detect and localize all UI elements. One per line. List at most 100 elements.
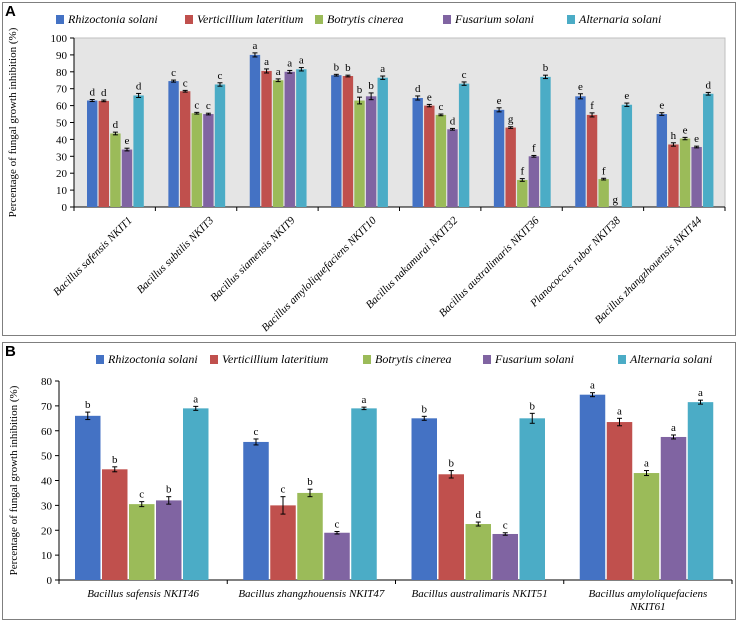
y-tick-label: 70 [41, 401, 53, 413]
significance-letter: e [659, 100, 664, 112]
significance-letter: f [602, 165, 606, 177]
significance-letter: c [254, 426, 259, 438]
bar [621, 104, 633, 207]
bar [331, 75, 342, 208]
bar [129, 504, 155, 580]
significance-letter: c [462, 69, 467, 81]
significance-letter: d [136, 80, 142, 92]
significance-letter: d [89, 87, 95, 99]
significance-letter: e [497, 95, 502, 107]
bar [377, 77, 388, 207]
significance-letter: a [299, 55, 304, 67]
y-tick-label: 40 [56, 134, 68, 146]
y-tick-label: 10 [41, 550, 53, 562]
bar [424, 105, 435, 207]
y-tick-label: 40 [41, 476, 53, 488]
y-tick-label: 10 [56, 185, 68, 197]
significance-letter: c [206, 100, 211, 112]
x-category-label: Bacillus amyloliquefaciens NKIT61 [588, 588, 707, 613]
y-tick-label: 60 [41, 426, 53, 438]
significance-letter: g [508, 114, 514, 126]
significance-letter: h [671, 130, 677, 142]
legend-label: Rhizoctonia solani [107, 352, 198, 366]
y-tick-label: 30 [41, 500, 53, 512]
bar [411, 418, 437, 580]
y-tick-label: 80 [41, 376, 53, 388]
bar [203, 114, 214, 207]
significance-letter: a [193, 393, 198, 405]
bar [296, 69, 307, 207]
y-tick-label: 100 [51, 33, 68, 45]
significance-letter: b [307, 476, 313, 488]
significance-letter: b [449, 458, 455, 470]
bar [679, 138, 691, 207]
bar [668, 144, 679, 207]
significance-letter: e [578, 81, 583, 93]
significance-letter: a [671, 422, 676, 434]
bar [579, 394, 606, 580]
legend-label: Alternaria solani [578, 12, 661, 26]
legend-label: Fusarium solani [494, 352, 574, 366]
bar [575, 96, 586, 207]
y-tick-label: 20 [56, 168, 68, 180]
bar [703, 93, 714, 207]
significance-letter: f [520, 166, 524, 178]
bar [365, 96, 377, 207]
bar [351, 408, 377, 580]
y-tick-label: 0 [62, 202, 68, 214]
significance-letter: a [362, 394, 367, 406]
significance-letter: d [101, 87, 107, 99]
legend-swatch [483, 355, 491, 364]
bar [183, 408, 209, 580]
bar [324, 532, 350, 580]
y-tick-label: 80 [56, 67, 68, 79]
significance-letter: b [345, 62, 351, 74]
bar [261, 70, 272, 207]
bar [540, 76, 551, 208]
bar [528, 156, 540, 207]
legend-label: Alternaria solani [629, 352, 712, 366]
y-axis-title: Percentage of fungal growth inhibition (… [8, 385, 20, 575]
significance-letter: c [171, 67, 176, 79]
legend-swatch [618, 355, 626, 364]
bar [156, 500, 182, 580]
bar [660, 436, 687, 580]
significance-letter: g [613, 194, 619, 206]
significance-letter: c [194, 99, 199, 111]
legend-label: Verticillium lateritium [222, 352, 329, 366]
significance-letter: e [694, 133, 699, 145]
bar [447, 129, 458, 207]
significance-letter: b [368, 80, 374, 92]
significance-letter: c [183, 77, 188, 89]
bar [98, 100, 109, 207]
legend-swatch [363, 355, 371, 364]
y-tick-label: 30 [56, 151, 68, 163]
significance-letter: c [281, 484, 286, 496]
legend-swatch [210, 355, 218, 364]
x-category-label: Bacillus zhangzhouensis NKIT47 [238, 588, 385, 600]
significance-letter: b [112, 454, 118, 466]
bar [458, 83, 470, 207]
panel-label-b: B [5, 343, 16, 360]
y-tick-label: 50 [41, 451, 53, 463]
significance-letter: e [624, 90, 629, 102]
bar [687, 402, 714, 580]
significance-letter: b [422, 403, 428, 415]
significance-letter: e [427, 91, 432, 103]
significance-letter: a [287, 57, 292, 69]
significance-letter: b [357, 84, 363, 96]
bar [133, 95, 144, 207]
y-axis-title: Percentage of fungal growth inhibition (… [7, 27, 19, 217]
bar [493, 109, 505, 207]
bar [214, 84, 226, 207]
significance-letter: b [85, 399, 91, 411]
y-tick-label: 70 [56, 84, 68, 96]
bar [354, 100, 365, 207]
bar [121, 149, 133, 207]
chart-a: Rhizoctonia solani Verticillium lateritiu… [7, 12, 726, 334]
significance-letter: b [530, 400, 536, 412]
bar [110, 133, 121, 207]
bar [412, 97, 423, 207]
significance-letter: d [450, 115, 456, 127]
legend-swatch [567, 15, 575, 24]
